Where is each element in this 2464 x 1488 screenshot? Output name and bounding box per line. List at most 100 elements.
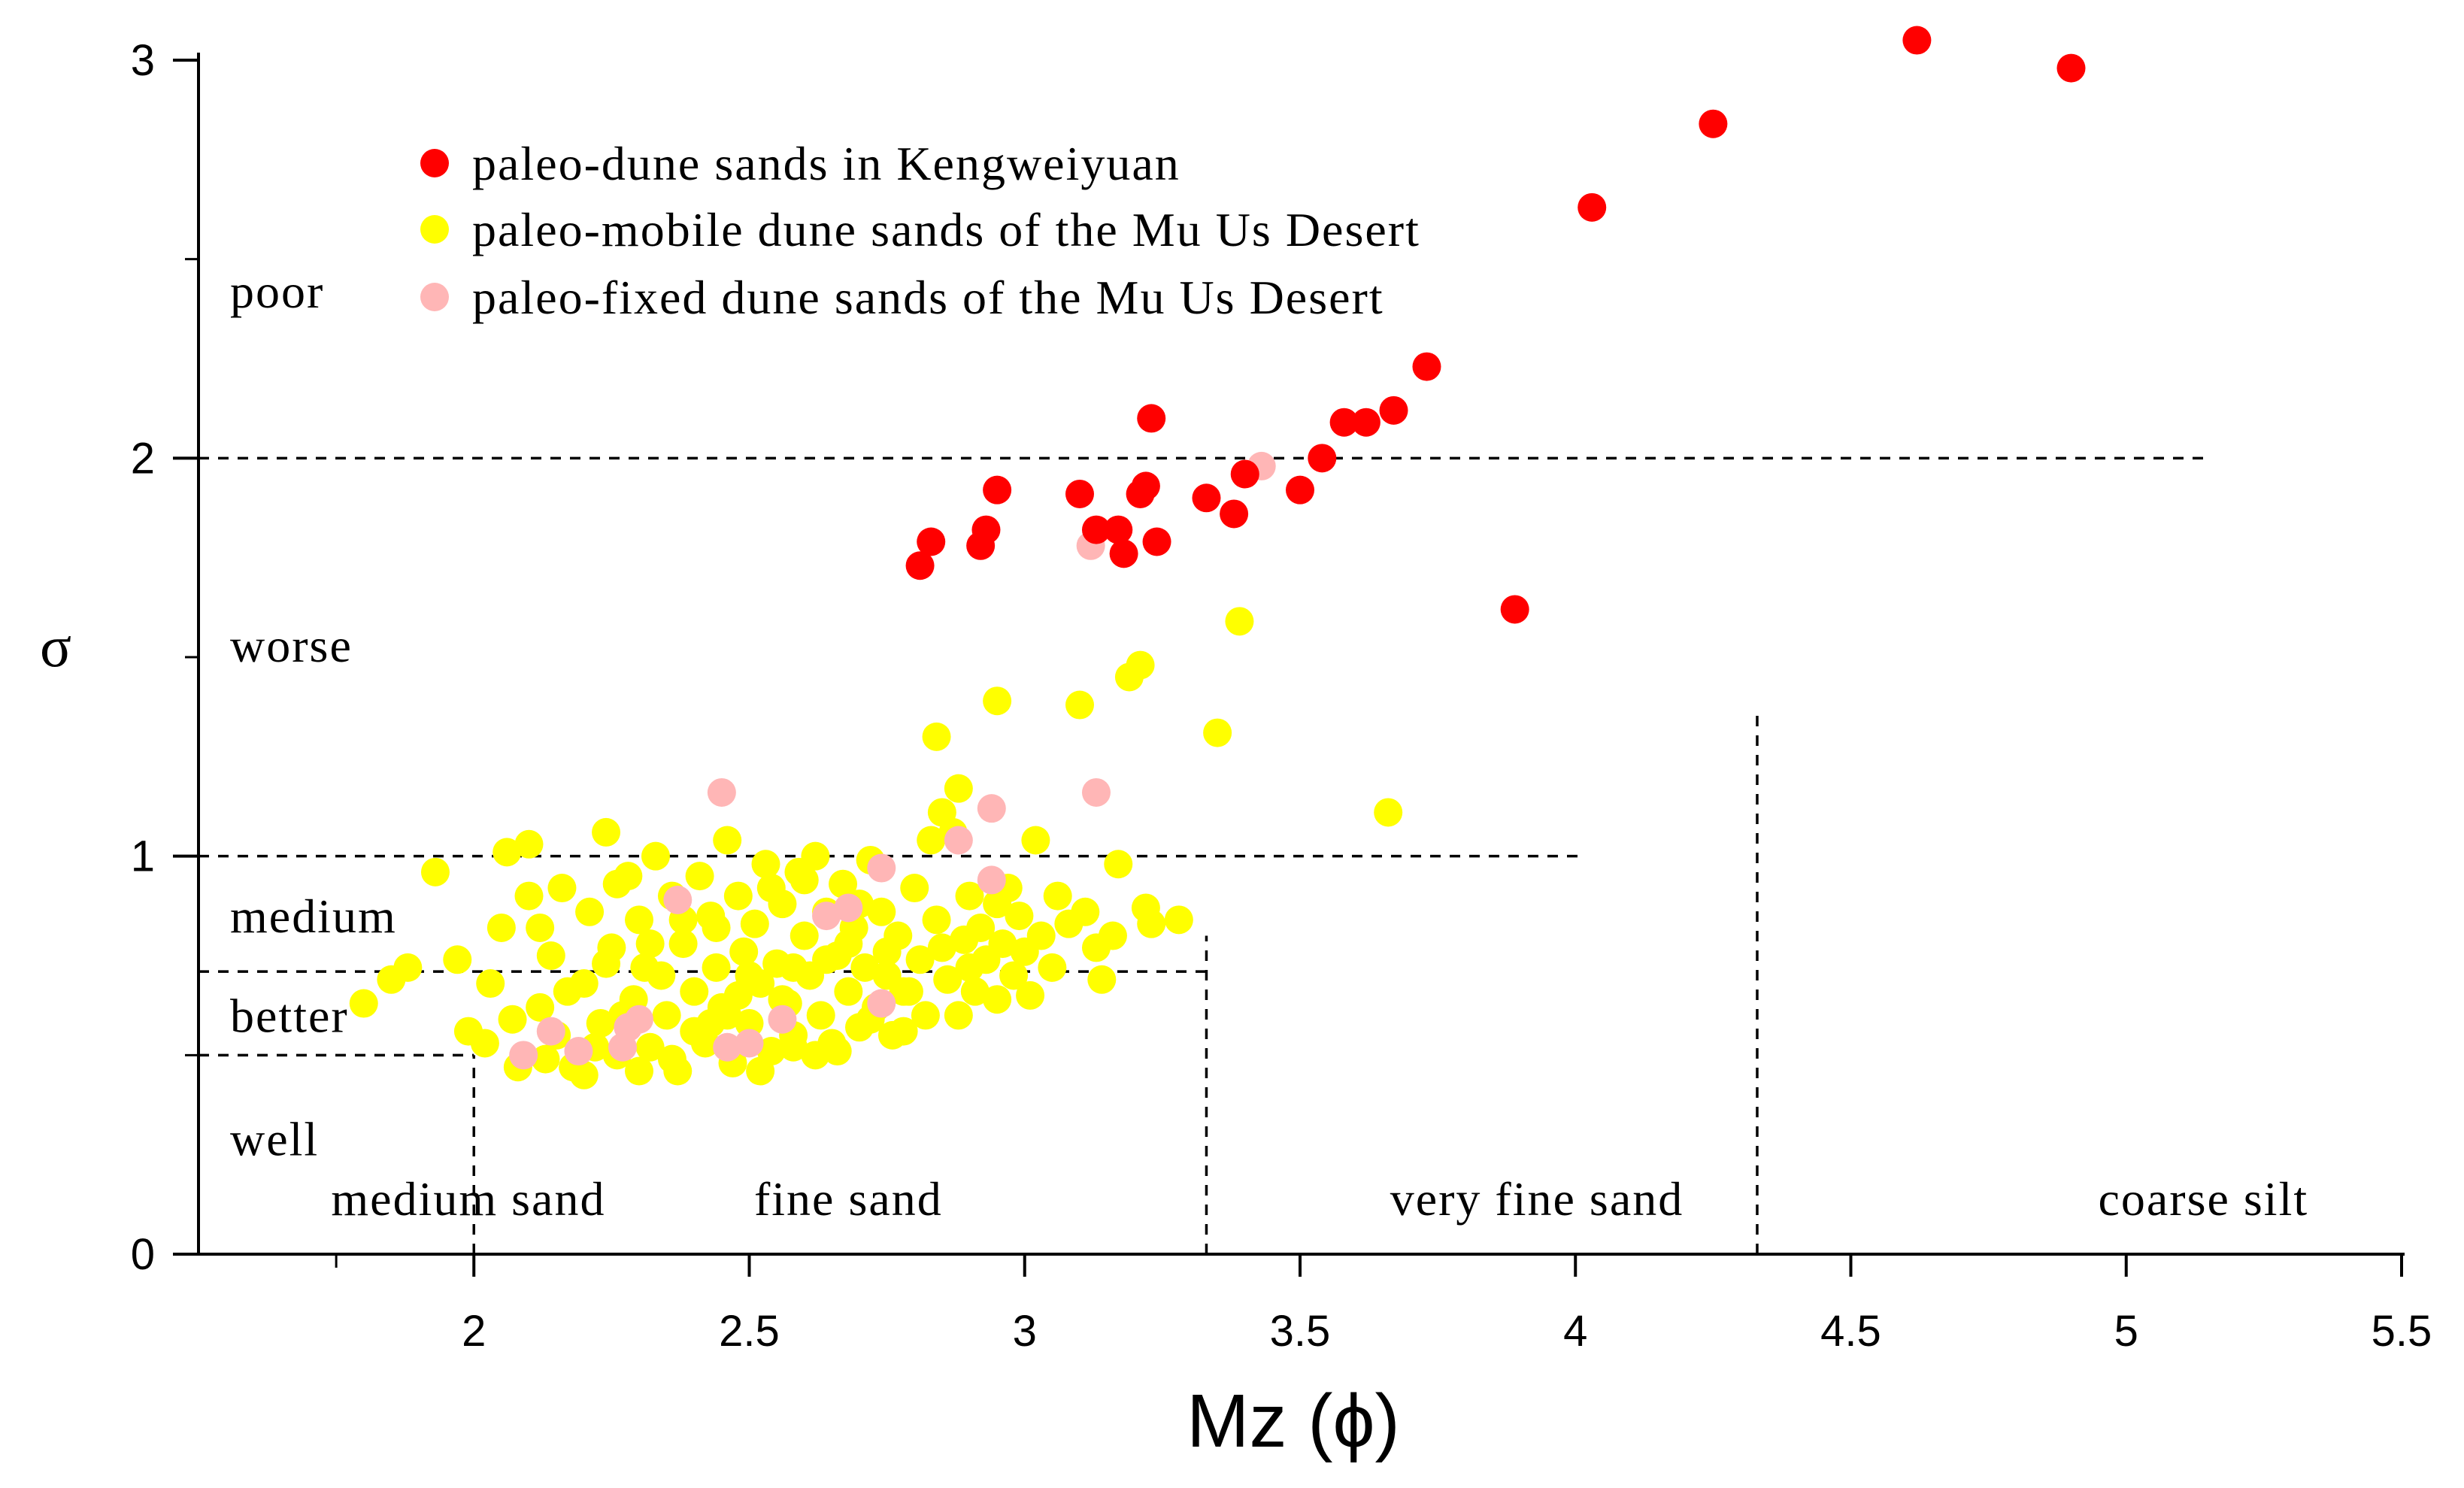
data-point (625, 905, 653, 935)
data-point (1065, 479, 1094, 508)
data-point (983, 686, 1012, 716)
data-point (1379, 395, 1408, 425)
y-tick-label: 0 (131, 1230, 155, 1279)
data-point (971, 515, 1001, 544)
data-point (1308, 444, 1337, 473)
data-point (536, 1017, 565, 1046)
data-point (553, 977, 582, 1006)
data-point (625, 1056, 653, 1086)
data-point (1286, 475, 1314, 505)
data-point (443, 945, 472, 974)
data-point (790, 921, 819, 950)
data-point (1005, 902, 1034, 931)
data-point (1016, 980, 1045, 1010)
grain-size-class-label: coarse silt (2098, 1172, 2308, 1226)
x-tick-label: 4 (1563, 1307, 1587, 1356)
data-point (1087, 965, 1117, 994)
data-point (779, 1032, 808, 1062)
data-point (592, 817, 621, 847)
data-point (867, 897, 896, 926)
data-point (955, 953, 984, 982)
data-point (1230, 459, 1259, 489)
data-point (1137, 909, 1166, 938)
data-point (1043, 881, 1072, 911)
data-point (668, 929, 698, 959)
legend-label: paleo-fixed dune sands of the Mu Us Dese… (472, 271, 1384, 324)
data-point (1081, 515, 1111, 544)
data-point (1329, 408, 1359, 437)
data-point (829, 869, 858, 899)
data-point (569, 1060, 599, 1089)
data-point (1192, 483, 1221, 513)
data-point (806, 1001, 835, 1030)
sorting-class-label: poor (230, 265, 324, 318)
data-point (1137, 404, 1166, 433)
data-point (680, 977, 709, 1006)
data-point (900, 874, 929, 903)
data-point (586, 1008, 615, 1038)
legend-marker (420, 215, 449, 244)
data-point (531, 1044, 560, 1074)
data-point (702, 913, 731, 942)
data-point (944, 774, 973, 803)
data-point (922, 905, 951, 935)
data-point (922, 722, 951, 751)
data-point (1010, 937, 1039, 966)
x-tick-label: 2 (462, 1307, 486, 1356)
data-point (756, 874, 786, 903)
grain-size-class-label: fine sand (754, 1172, 943, 1226)
data-point (1038, 953, 1067, 982)
data-point (663, 885, 693, 914)
data-point (889, 1017, 918, 1046)
data-point (905, 945, 935, 974)
legend-marker (420, 283, 449, 311)
data-point (1142, 527, 1171, 556)
data-point (575, 897, 605, 926)
legend-label: paleo-dune sands in Kengweiyuan (472, 137, 1180, 190)
data-point (801, 841, 830, 871)
data-point (526, 913, 555, 942)
data-point (1203, 718, 1232, 747)
data-point (514, 881, 544, 911)
data-point (872, 937, 902, 966)
data-point (1104, 850, 1133, 879)
data-point (812, 945, 841, 974)
data-point (1109, 539, 1138, 568)
x-tick-label: 4.5 (1820, 1307, 1881, 1356)
data-point (1225, 607, 1254, 636)
data-point (894, 977, 923, 1006)
y-tick-label: 2 (131, 434, 155, 483)
data-point (1902, 26, 1932, 55)
x-tick-label: 3 (1013, 1307, 1037, 1356)
data-point (768, 1005, 797, 1034)
data-point (652, 1001, 681, 1030)
data-point (1126, 650, 1155, 680)
data-point (393, 953, 423, 982)
data-point (850, 953, 880, 982)
data-point (911, 1001, 940, 1030)
sorting-class-label: medium (230, 889, 397, 943)
data-point (476, 969, 505, 999)
data-point (988, 929, 1017, 959)
data-point (751, 850, 780, 879)
y-axis-title: σ (40, 614, 71, 679)
sorting-class-label: well (230, 1112, 319, 1165)
legend-label: paleo-mobile dune sands of the Mu Us Des… (472, 203, 1420, 256)
data-point (608, 1032, 638, 1062)
data-point (729, 937, 759, 966)
data-point (349, 989, 378, 1018)
data-point (1071, 897, 1100, 926)
data-point (834, 977, 863, 1006)
data-point (917, 826, 946, 855)
data-point (696, 1008, 726, 1038)
data-point (602, 869, 632, 899)
data-point (768, 985, 797, 1014)
data-point (983, 475, 1012, 505)
data-point (1021, 826, 1050, 855)
data-point (1098, 921, 1127, 950)
data-point (867, 853, 896, 883)
data-point (657, 1044, 686, 1074)
data-point (746, 1056, 775, 1086)
grain-size-class-label: very fine sand (1390, 1172, 1684, 1226)
